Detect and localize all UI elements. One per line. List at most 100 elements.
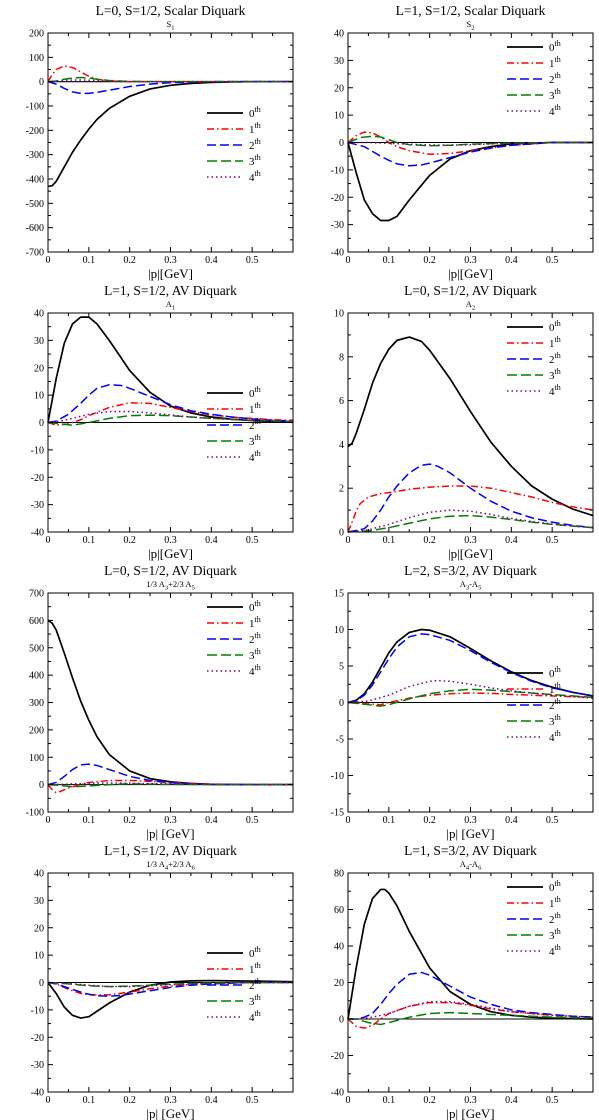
x-tick-label: 0.2: [423, 815, 436, 826]
legend-label: 2th: [549, 351, 561, 366]
legend-label: 1th: [249, 615, 261, 630]
series-1th: [347, 692, 594, 706]
series-3th: [348, 1011, 594, 1026]
y-tick-label: -10: [31, 445, 44, 456]
legend-label: 3th: [249, 153, 261, 168]
y-tick-label: -5: [336, 735, 344, 746]
legend-label: 3th: [549, 713, 561, 728]
chart-subtitle: 1/3 A3+2/3 A5: [146, 579, 195, 592]
x-tick-label: 0.5: [246, 255, 259, 266]
y-tick-label: 0: [339, 138, 344, 149]
x-tick-label: 0.2: [123, 815, 136, 826]
panel-a2: L=0, S=1/2, AV Diquark A2 0 0.1 0.2 0.3 0.4 0.5…: [300, 280, 599, 561]
y-tick-label: 15: [334, 589, 344, 600]
legend-label: 1th: [549, 895, 561, 910]
series-4th: [348, 1000, 594, 1020]
x-tick-label: 0: [46, 255, 51, 266]
x-tick-label: 0.2: [123, 255, 136, 266]
panel-s2: L=1, S=1/2, Scalar Diquark S2 0 0.1 0.2 0.3 0.…: [300, 0, 599, 281]
y-tick-label: 60: [334, 905, 344, 916]
x-tick-label: 0: [346, 535, 351, 546]
y-tick-label: 6: [339, 396, 344, 407]
legend-label: 1th: [549, 55, 561, 70]
series-4th: [347, 679, 594, 704]
series-3th: [47, 981, 293, 988]
y-tick-label: 600: [29, 616, 44, 627]
legend-label: 4th: [249, 449, 261, 464]
y-tick-label: -40: [331, 248, 344, 259]
y-tick-label: 400: [29, 671, 44, 682]
y-tick-label: -20: [331, 193, 344, 204]
legend-label: 4th: [249, 663, 261, 678]
legend-label: 0th: [249, 599, 261, 614]
panel-a3-minus-a5: L=2, S=3/2, AV Diquark A3-A5 0 0.1 0.2 0.3 0.4…: [300, 560, 599, 841]
chart-subtitle: A1: [166, 299, 175, 312]
y-tick-label: -10: [31, 1005, 44, 1016]
y-tick-label: 30: [334, 56, 344, 67]
series-3th: [347, 688, 594, 707]
series-2th: [47, 383, 294, 424]
y-tick-label: -20: [331, 1051, 344, 1062]
y-tick-label: 100: [29, 753, 44, 764]
x-tick-label: 0.5: [246, 535, 259, 546]
x-axis-label: |p| [GeV]: [446, 826, 494, 841]
legend-label: 0th: [549, 665, 561, 680]
x-tick-label: 0.5: [546, 255, 559, 266]
y-tick-label: -30: [31, 500, 44, 511]
x-tick-label: 0.4: [505, 535, 518, 546]
series-2th: [347, 141, 593, 167]
y-tick-label: 20: [334, 83, 344, 94]
x-tick-label: 0.3: [164, 535, 177, 546]
series-2th: [347, 463, 594, 533]
plot-frame: [47, 592, 294, 813]
series-2th: [347, 633, 594, 704]
series-1th: [47, 402, 294, 426]
y-tick-label: 40: [34, 869, 44, 880]
legend-label: 0th: [549, 39, 561, 54]
series-3th: [47, 76, 293, 83]
legend-label: 4th: [249, 1009, 261, 1024]
legend-label: 4th: [549, 729, 561, 744]
chart-subtitle: A2: [466, 299, 475, 312]
chart-subtitle: A4-A6: [460, 859, 482, 872]
y-tick-label: -40: [31, 1088, 44, 1099]
y-tick-label: 0: [39, 978, 44, 989]
legend-label: 0th: [549, 879, 561, 894]
x-tick-label: 0.4: [505, 1095, 518, 1106]
legend-label: 4th: [549, 383, 561, 398]
x-tick-label: 0: [46, 815, 51, 826]
y-tick-label: -30: [331, 220, 344, 231]
legend-label: 3th: [549, 87, 561, 102]
x-tick-label: 0.3: [164, 815, 177, 826]
y-tick-label: -500: [26, 199, 44, 210]
legend-label: 2th: [549, 911, 561, 926]
chart-title: L=1, S=1/2, Scalar Diquark: [396, 3, 546, 18]
y-tick-label: 0: [39, 780, 44, 791]
series-2th: [348, 971, 594, 1020]
legend-label: 0th: [249, 105, 261, 120]
panel-s1: L=0, S=1/2, Scalar Diquark S1 0 0.1 0.2 0.3 0.…: [0, 0, 299, 281]
x-axis-label: |p|[GeV]: [148, 266, 193, 281]
y-tick-label: -100: [26, 808, 44, 819]
y-tick-label: 0: [39, 418, 44, 429]
x-tick-label: 0.2: [423, 535, 436, 546]
y-tick-label: 40: [334, 942, 344, 953]
panel-a4-a6-combo: L=1, S=1/2, AV Diquark 1/3 A4+2/3 A6 0 0.1 0…: [0, 840, 299, 1120]
y-tick-label: -300: [26, 150, 44, 161]
y-tick-label: 500: [29, 643, 44, 654]
x-tick-label: 0.2: [423, 1095, 436, 1106]
legend-label: 0th: [249, 385, 261, 400]
y-tick-label: 10: [334, 111, 344, 122]
y-tick-label: 0: [339, 528, 344, 539]
y-tick-label: 700: [29, 589, 44, 600]
y-tick-label: 10: [334, 625, 344, 636]
chart-subtitle: S1: [167, 19, 175, 32]
chart-subtitle: A3-A5: [460, 579, 482, 592]
x-tick-label: 0.4: [205, 535, 218, 546]
